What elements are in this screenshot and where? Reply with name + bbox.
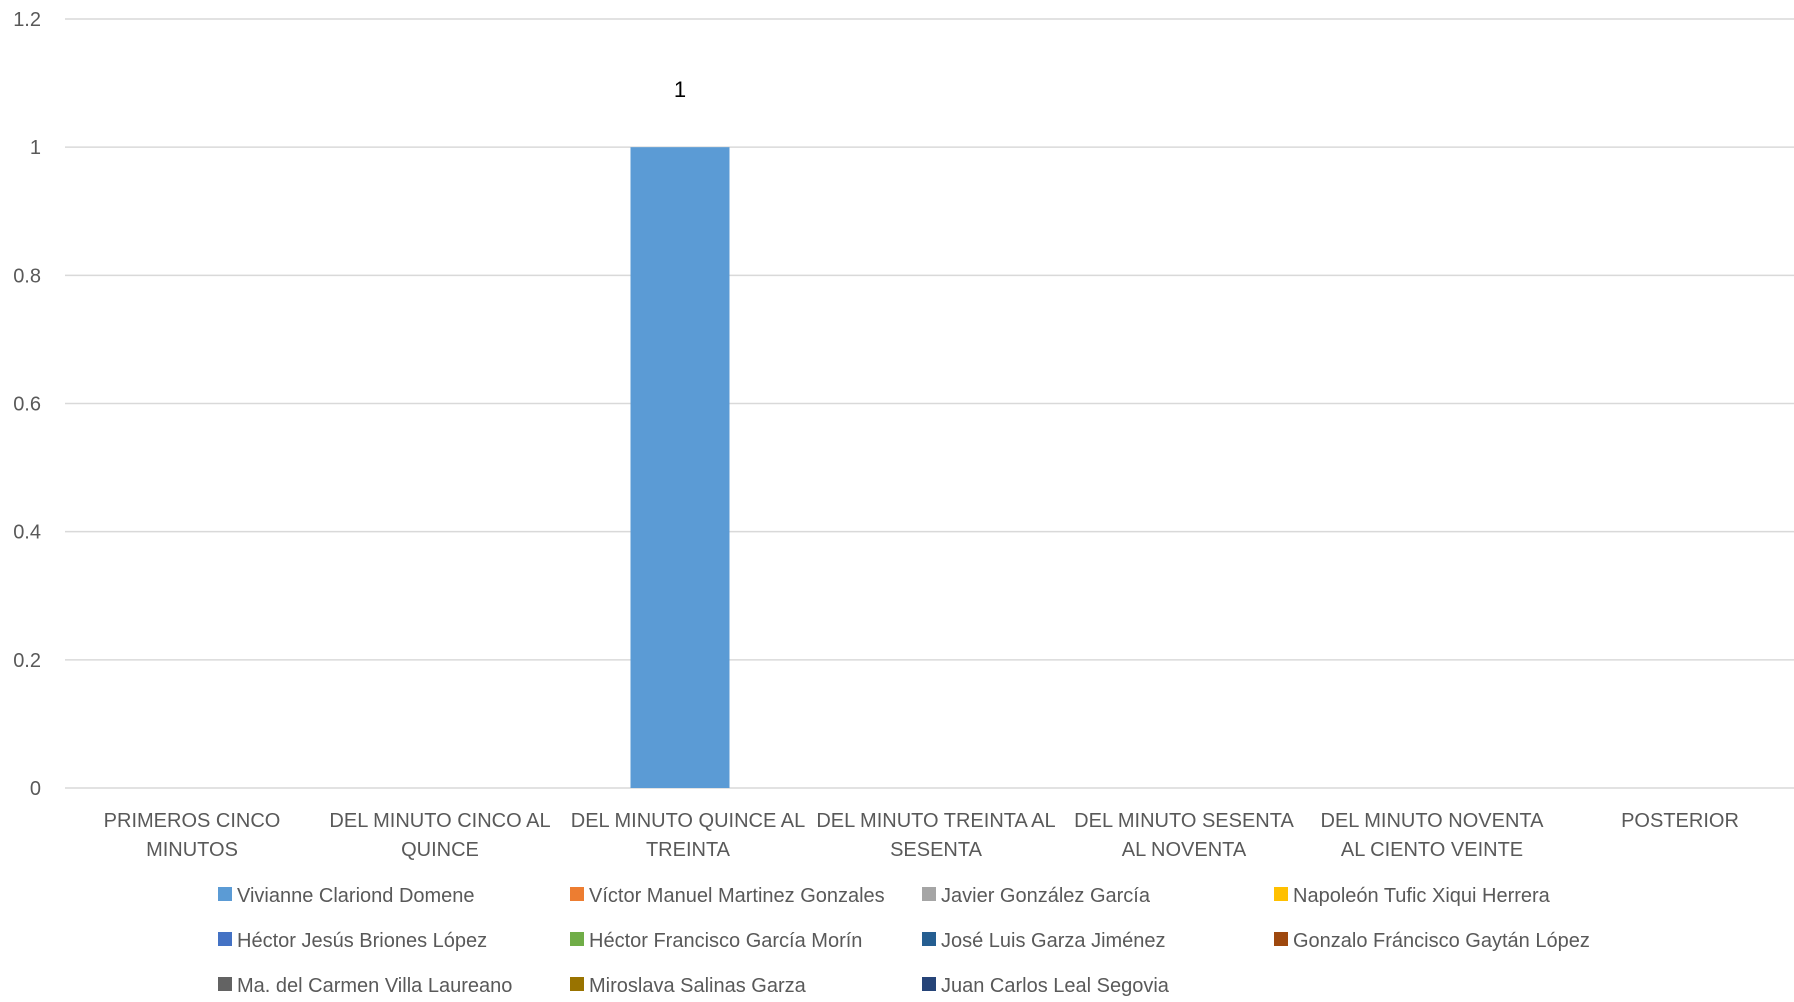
y-tick-label: 0.6 bbox=[13, 394, 41, 416]
legend-label: Héctor Jesús Briones López bbox=[237, 930, 487, 952]
legend-swatch bbox=[922, 887, 936, 901]
data-label: 1 bbox=[674, 77, 686, 102]
x-category-label: DEL MINUTO NOVENTA bbox=[1321, 810, 1545, 832]
legend-swatch bbox=[218, 932, 232, 946]
bars bbox=[630, 147, 730, 788]
x-category-label: MINUTOS bbox=[146, 839, 238, 861]
legend-label: Héctor Francisco García Morín bbox=[589, 930, 862, 952]
y-tick-label: 1.2 bbox=[13, 9, 41, 31]
x-category-label: DEL MINUTO QUINCE AL bbox=[571, 810, 806, 832]
legend-swatch bbox=[922, 932, 936, 946]
legend-label: Gonzalo Fráncisco Gaytán López bbox=[1293, 930, 1590, 952]
legend-label: Javier González García bbox=[941, 885, 1151, 907]
legend-swatch bbox=[922, 977, 936, 991]
legend-swatch bbox=[1274, 887, 1288, 901]
x-category-label: QUINCE bbox=[401, 839, 479, 861]
legend-swatch bbox=[218, 887, 232, 901]
x-category-label: DEL MINUTO SESENTA bbox=[1074, 810, 1294, 832]
x-category-label: PRIMEROS CINCO bbox=[104, 810, 281, 832]
y-tick-label: 0.8 bbox=[13, 265, 41, 287]
y-tick-label: 0 bbox=[30, 778, 41, 800]
legend-swatch bbox=[1274, 932, 1288, 946]
legend-swatch bbox=[218, 977, 232, 991]
y-tick-label: 0.2 bbox=[13, 650, 41, 672]
legend-swatch bbox=[570, 932, 584, 946]
legend: Vivianne Clariond Domene Víctor Manuel Ma… bbox=[218, 885, 1590, 997]
legend-label: Miroslava Salinas Garza bbox=[589, 975, 807, 997]
x-category-label: DEL MINUTO TREINTA AL bbox=[816, 810, 1055, 832]
legend-label: José Luis Garza Jiménez bbox=[941, 930, 1166, 952]
x-category-label: DEL MINUTO CINCO AL bbox=[329, 810, 550, 832]
legend-label: Vivianne Clariond Domene bbox=[237, 885, 475, 907]
legend-swatch bbox=[570, 887, 584, 901]
y-axis-ticks: 0 0.2 0.4 0.6 0.8 1 1.2 bbox=[13, 9, 41, 800]
gridlines bbox=[65, 18, 1794, 789]
x-category-label: AL NOVENTA bbox=[1122, 839, 1247, 861]
x-category-label: SESENTA bbox=[890, 839, 983, 861]
x-category-label: TREINTA bbox=[646, 839, 731, 861]
legend-label: Juan Carlos Leal Segovia bbox=[941, 975, 1170, 997]
legend-label: Ma. del Carmen Villa Laureano bbox=[237, 975, 512, 997]
y-tick-label: 0.4 bbox=[13, 522, 41, 544]
legend-label: Napoleón Tufic Xiqui Herrera bbox=[1293, 885, 1551, 907]
x-axis-categories: PRIMEROS CINCO MINUTOS DEL MINUTO CINCO AL… bbox=[104, 810, 1739, 861]
data-labels: 1 bbox=[674, 77, 686, 102]
x-category-label: AL CIENTO VEINTE bbox=[1341, 839, 1523, 861]
bar bbox=[630, 147, 730, 788]
x-category-label: POSTERIOR bbox=[1621, 810, 1739, 832]
y-tick-label: 1 bbox=[30, 137, 41, 159]
legend-label: Víctor Manuel Martinez Gonzales bbox=[589, 885, 885, 907]
legend-swatch bbox=[570, 977, 584, 991]
